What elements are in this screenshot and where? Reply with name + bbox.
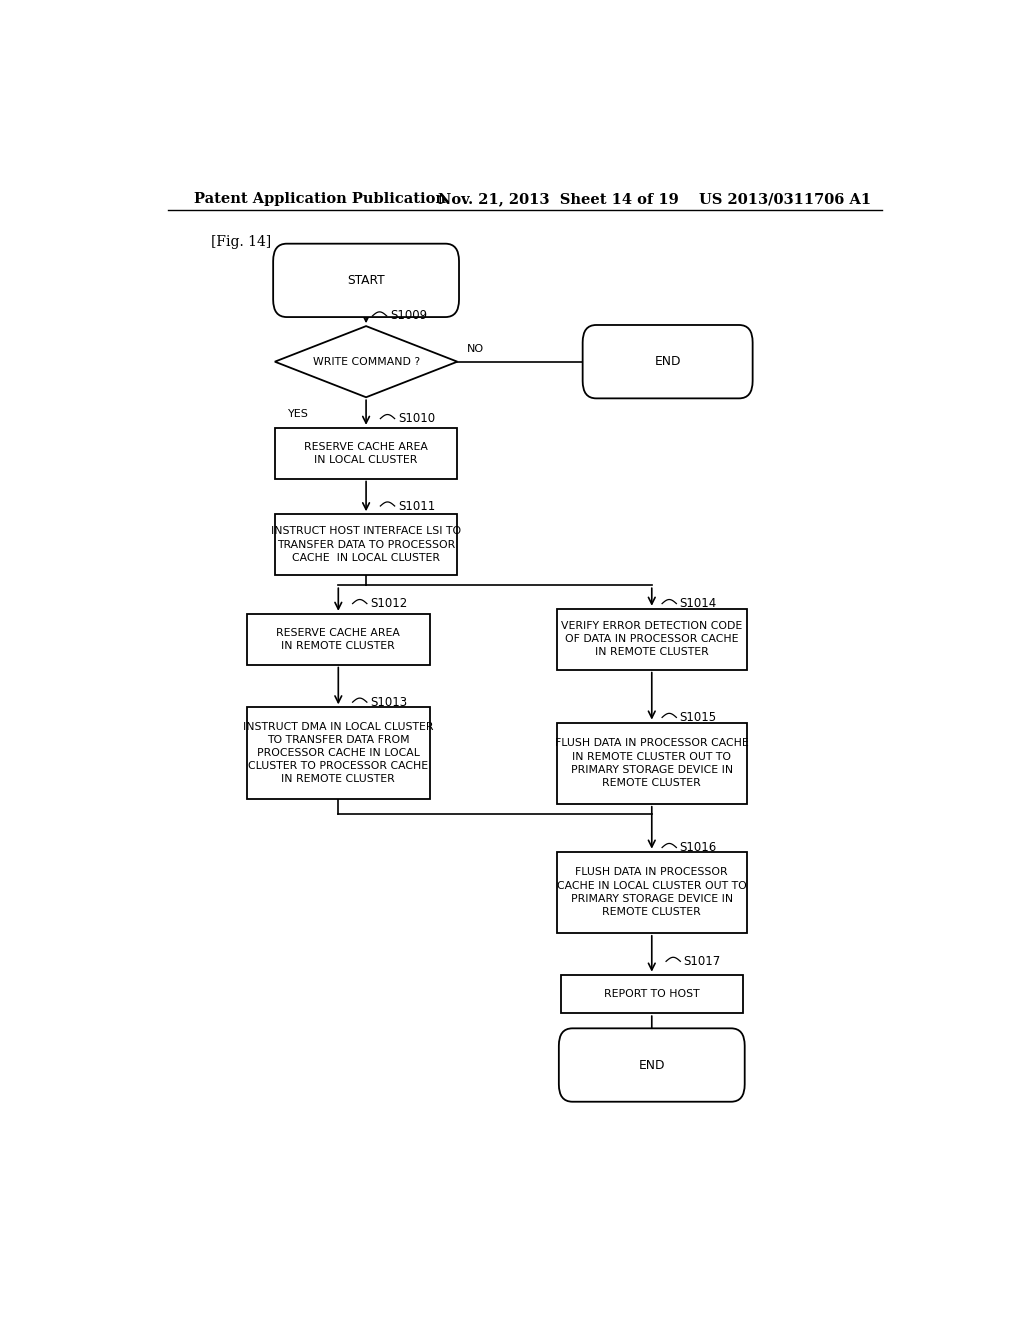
Text: INSTRUCT HOST INTERFACE LSI TO
TRANSFER DATA TO PROCESSOR
CACHE  IN LOCAL CLUSTE: INSTRUCT HOST INTERFACE LSI TO TRANSFER …: [271, 527, 461, 562]
Bar: [560, 974, 743, 1014]
Text: NO: NO: [467, 343, 484, 354]
Bar: [247, 708, 430, 799]
Text: S1010: S1010: [397, 412, 435, 425]
Bar: [274, 515, 458, 576]
Text: REPORT TO HOST: REPORT TO HOST: [604, 989, 699, 999]
Bar: [557, 722, 748, 804]
Text: S1011: S1011: [397, 499, 435, 512]
Bar: [557, 609, 748, 669]
FancyBboxPatch shape: [583, 325, 753, 399]
Bar: [274, 428, 458, 479]
Text: S1016: S1016: [680, 841, 717, 854]
Text: US 2013/0311706 A1: US 2013/0311706 A1: [699, 191, 871, 206]
Text: INSTRUCT DMA IN LOCAL CLUSTER
TO TRANSFER DATA FROM
PROCESSOR CACHE IN LOCAL
CLU: INSTRUCT DMA IN LOCAL CLUSTER TO TRANSFE…: [243, 722, 433, 784]
Text: S1015: S1015: [680, 711, 717, 723]
Text: S1009: S1009: [390, 309, 427, 322]
Text: WRITE COMMAND ?: WRITE COMMAND ?: [312, 356, 420, 367]
Text: RESERVE CACHE AREA
IN REMOTE CLUSTER: RESERVE CACHE AREA IN REMOTE CLUSTER: [276, 627, 400, 651]
Text: S1017: S1017: [684, 954, 721, 968]
Text: YES: YES: [288, 409, 309, 420]
Text: Patent Application Publication: Patent Application Publication: [194, 191, 445, 206]
Text: START: START: [347, 273, 385, 286]
Text: S1014: S1014: [680, 597, 717, 610]
Bar: [247, 614, 430, 664]
Text: RESERVE CACHE AREA
IN LOCAL CLUSTER: RESERVE CACHE AREA IN LOCAL CLUSTER: [304, 442, 428, 465]
Bar: [557, 851, 748, 933]
Text: END: END: [654, 355, 681, 368]
Polygon shape: [274, 326, 458, 397]
FancyBboxPatch shape: [273, 244, 459, 317]
Text: FLUSH DATA IN PROCESSOR
CACHE IN LOCAL CLUSTER OUT TO
PRIMARY STORAGE DEVICE IN
: FLUSH DATA IN PROCESSOR CACHE IN LOCAL C…: [557, 867, 746, 917]
Text: [Fig. 14]: [Fig. 14]: [211, 235, 271, 248]
Text: S1013: S1013: [370, 696, 408, 709]
FancyBboxPatch shape: [559, 1028, 744, 1102]
Text: END: END: [639, 1059, 665, 1072]
Text: VERIFY ERROR DETECTION CODE
OF DATA IN PROCESSOR CACHE
IN REMOTE CLUSTER: VERIFY ERROR DETECTION CODE OF DATA IN P…: [561, 620, 742, 657]
Text: S1012: S1012: [370, 597, 408, 610]
Text: Nov. 21, 2013  Sheet 14 of 19: Nov. 21, 2013 Sheet 14 of 19: [437, 191, 678, 206]
Text: FLUSH DATA IN PROCESSOR CACHE
IN REMOTE CLUSTER OUT TO
PRIMARY STORAGE DEVICE IN: FLUSH DATA IN PROCESSOR CACHE IN REMOTE …: [555, 738, 749, 788]
